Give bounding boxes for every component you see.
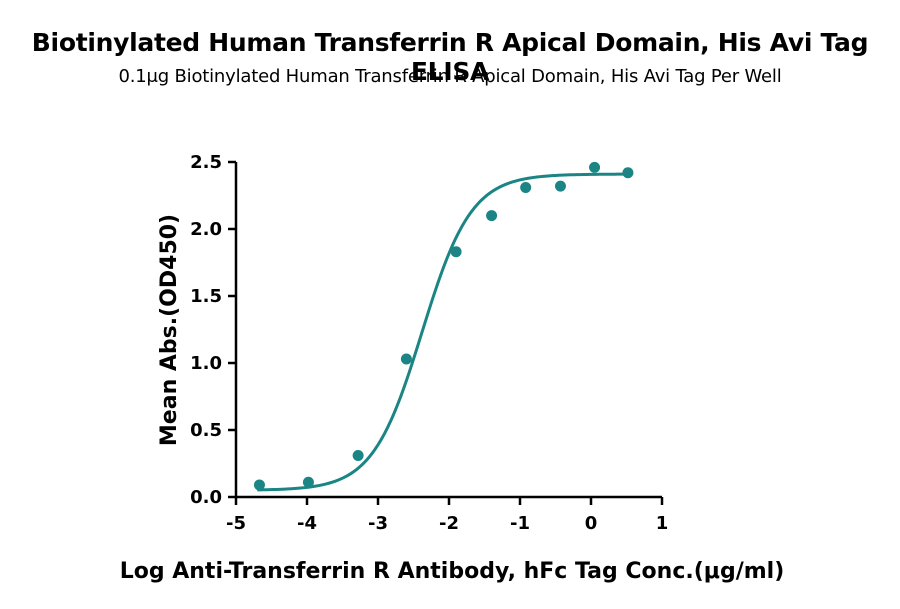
data-point	[589, 161, 601, 173]
y-tick-label: 1.5	[190, 286, 222, 307]
x-tick-label: 0	[585, 513, 598, 534]
y-tick-label: 1.0	[190, 353, 222, 374]
data-point	[302, 476, 314, 488]
y-tick-label: 2.0	[190, 219, 222, 240]
data-point	[520, 181, 532, 193]
fit-curve	[257, 172, 631, 492]
y-tick-label: 0.5	[190, 420, 222, 441]
data-point	[554, 180, 566, 192]
x-tick-label: -4	[297, 513, 317, 534]
data-point	[352, 449, 364, 461]
data-point	[486, 210, 498, 222]
y-axis-label: Mean Abs.(OD450)	[157, 214, 182, 446]
x-tick-label: -1	[510, 513, 530, 534]
x-axis-label: Log Anti-Transferrin R Antibody, hFc Tag…	[120, 559, 785, 584]
axes: 0.0 0.5 1.0 1.5 2.0 2.5 -5 -4 -3 -2 -1 0 1	[190, 152, 668, 534]
data-points	[253, 161, 634, 491]
x-tick-label: -2	[439, 513, 459, 534]
y-tick-label: 0.0	[190, 487, 222, 508]
data-point	[253, 479, 265, 491]
data-point	[400, 353, 412, 365]
data-point	[450, 246, 462, 258]
x-tick-label: -3	[368, 513, 388, 534]
data-point	[622, 167, 634, 179]
chart-subtitle: 0.1μg Biotinylated Human Transferrin R A…	[118, 66, 782, 87]
x-tick-label: 1	[656, 513, 669, 534]
chart-title: Biotinylated Human Transferrin R Apical …	[31, 28, 869, 86]
y-tick-label: 2.5	[190, 152, 222, 173]
x-tick-label: -5	[226, 513, 246, 534]
